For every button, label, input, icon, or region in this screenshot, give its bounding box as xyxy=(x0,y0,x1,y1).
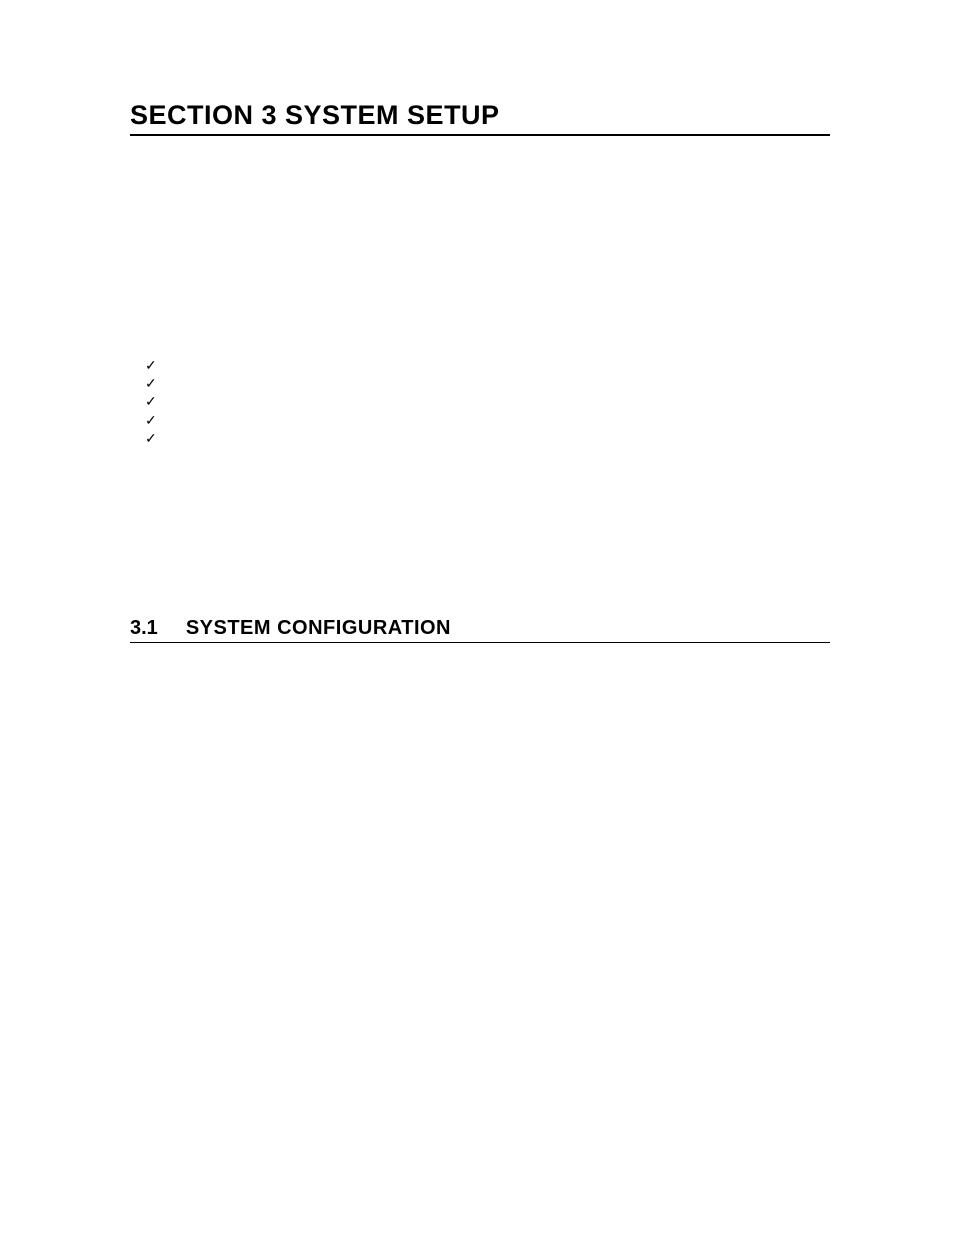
checklist-item xyxy=(145,411,834,429)
subsection-header: 3.1 SYSTEM CONFIGURATION xyxy=(130,617,830,643)
subsection-title: SYSTEM CONFIGURATION xyxy=(186,617,451,640)
checklist-item xyxy=(145,429,834,447)
checklist-item xyxy=(145,374,834,392)
checklist xyxy=(145,356,834,447)
section-title: SECTION 3 SYSTEM SETUP xyxy=(130,100,830,136)
subsection-number: 3.1 xyxy=(130,617,158,640)
checklist-item xyxy=(145,392,834,410)
checklist-item xyxy=(145,356,834,374)
